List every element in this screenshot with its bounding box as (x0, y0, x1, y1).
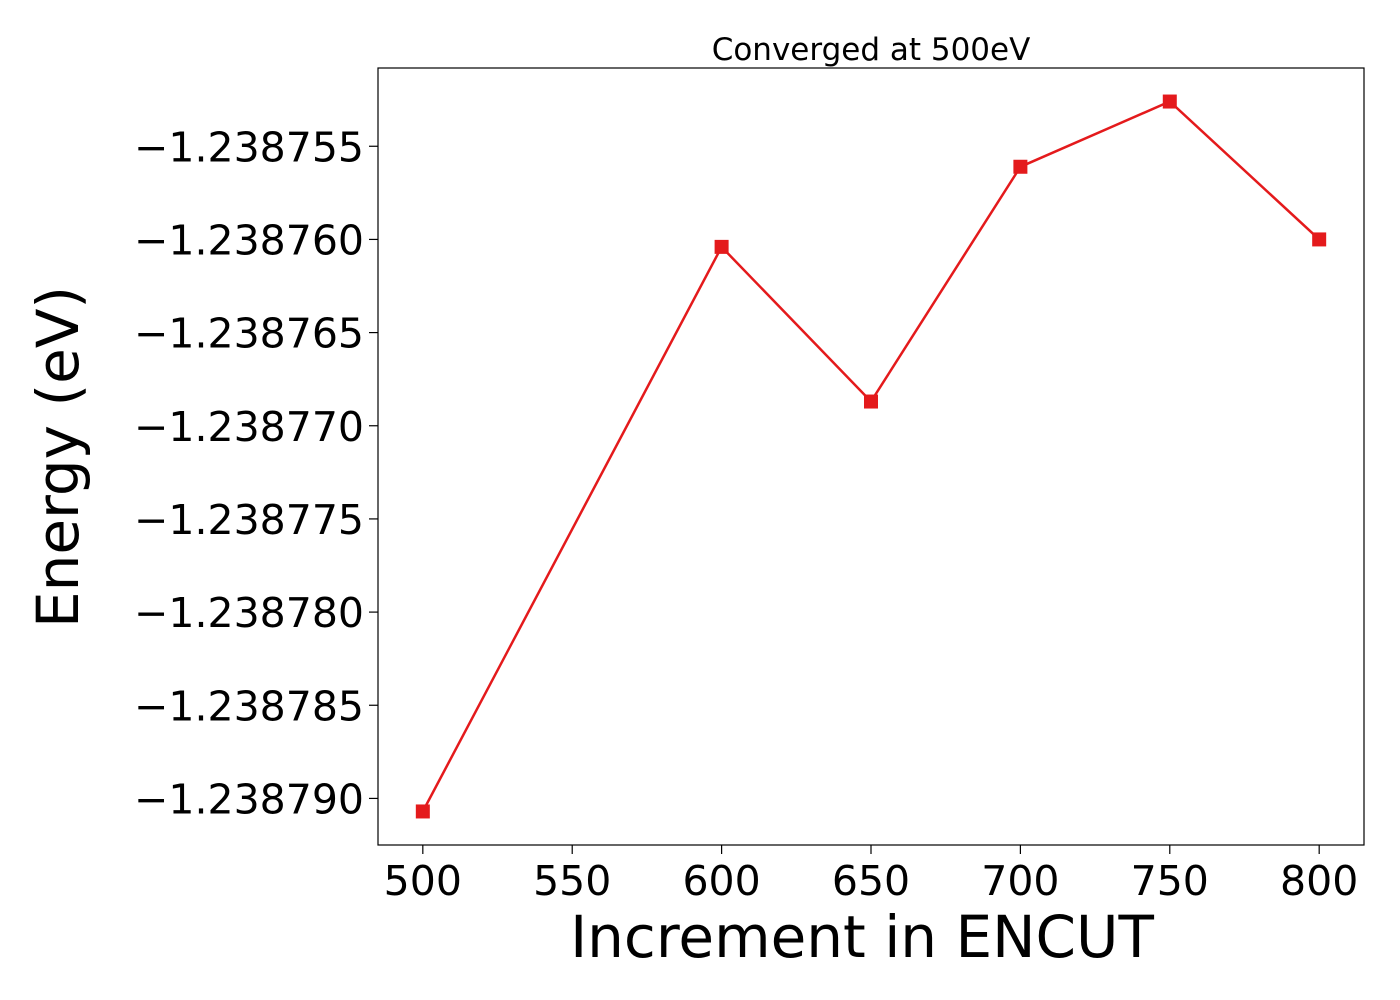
y-tick-label: −1.238770 (134, 403, 364, 451)
x-tick-label: 700 (981, 857, 1059, 905)
x-tick-label: 550 (533, 857, 611, 905)
y-tick-label: −1.238790 (134, 775, 364, 823)
data-point (415, 804, 430, 819)
x-tick-label: 800 (1280, 857, 1358, 905)
series-line (421, 100, 1321, 813)
plot-frame (377, 67, 1365, 846)
chart-title: Converged at 500eV (712, 32, 1031, 68)
x-tick-label: 600 (682, 857, 760, 905)
data-point (1312, 232, 1327, 247)
x-tick-label: 500 (384, 857, 462, 905)
data-point (864, 394, 878, 409)
y-axis: −1.238755 −1.238760 −1.238765 −1.238770 −1.2… (134, 123, 378, 823)
y-tick-label: −1.238780 (134, 589, 364, 637)
y-tick-label: −1.238775 (134, 496, 364, 544)
x-tick-label: 750 (1131, 857, 1209, 905)
data-point (1013, 159, 1028, 174)
data-point (1162, 94, 1177, 109)
y-tick-label: −1.238785 (134, 682, 364, 730)
y-axis-label: Energy (eV) (24, 286, 92, 628)
x-axis: 500 550 600 650 700 750 800 (384, 845, 1358, 905)
x-axis-label: Increment in ENCUT (570, 903, 1154, 971)
plot-series (415, 94, 1327, 819)
y-tick-label: −1.238760 (134, 216, 364, 264)
y-tick-label: −1.238755 (134, 123, 364, 171)
data-point (714, 239, 729, 254)
y-tick-label: −1.238765 (134, 310, 364, 358)
x-tick-label: 650 (832, 857, 910, 905)
